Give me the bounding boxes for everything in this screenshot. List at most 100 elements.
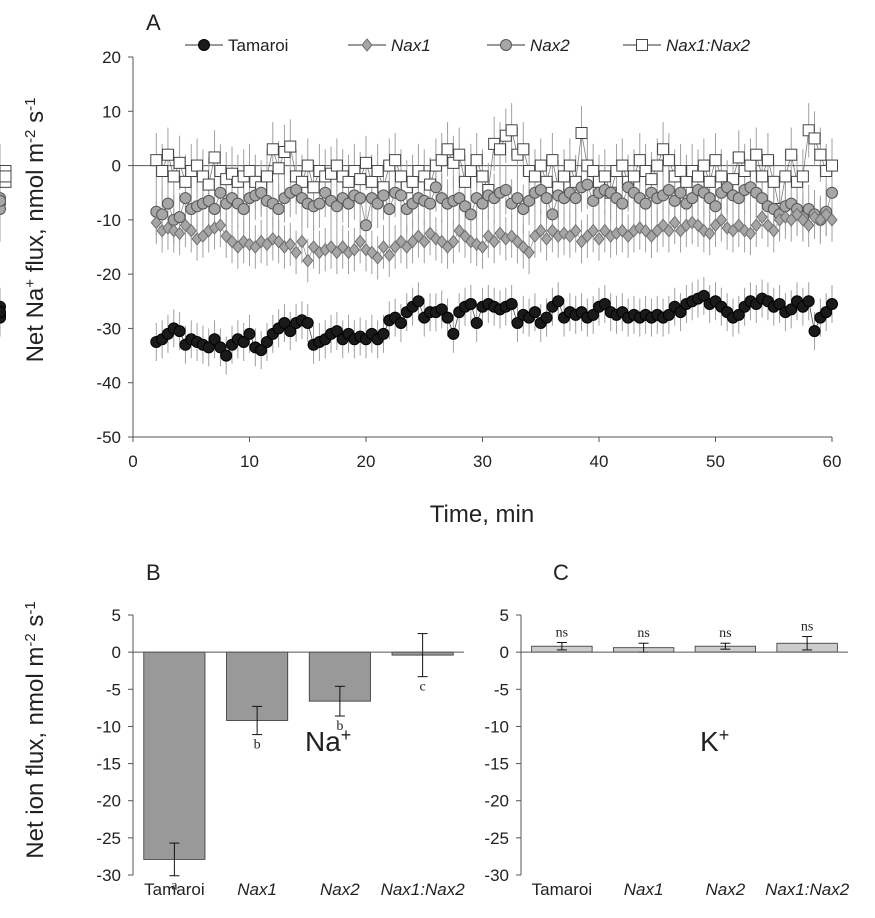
panel-a-y-tick-label: -50 bbox=[96, 428, 121, 447]
panel-b-y-tick-label: -5 bbox=[106, 680, 121, 699]
panel-a-point bbox=[330, 159, 343, 172]
panel-a-point bbox=[284, 325, 297, 338]
panel-a-point bbox=[581, 178, 594, 191]
panel-b-y-axis-title: Net ion flux, nmol m-2 s-1 bbox=[22, 601, 50, 858]
panel-a-point bbox=[587, 165, 600, 177]
panel-b-y-tick-label: 5 bbox=[112, 606, 121, 625]
panel-a-point bbox=[744, 226, 757, 241]
panel-a-point bbox=[348, 242, 361, 257]
panel-a-point bbox=[709, 200, 722, 213]
legend-label: Nax1 bbox=[391, 36, 431, 55]
legend-marker-nax2 bbox=[500, 39, 512, 51]
panel-c-y-tick-label: -15 bbox=[484, 755, 509, 774]
panel-a-point bbox=[185, 223, 197, 238]
legend-label: Tamaroi bbox=[228, 36, 288, 55]
panel-a-point bbox=[616, 159, 629, 172]
panel-a-point bbox=[826, 298, 838, 310]
panel-a-point bbox=[511, 192, 524, 205]
panel-a-point bbox=[476, 197, 489, 210]
panel-a-point bbox=[208, 333, 221, 346]
panel-a-point bbox=[639, 197, 652, 210]
panel-a-point bbox=[785, 148, 798, 161]
panel-a-point bbox=[214, 341, 227, 354]
panel-a-point bbox=[330, 200, 343, 213]
panel-a-point bbox=[715, 170, 728, 183]
panel-a-point bbox=[173, 325, 186, 338]
panel-a-point bbox=[435, 154, 448, 167]
panel-a-point bbox=[179, 192, 192, 205]
panel-a-point bbox=[441, 311, 454, 324]
panel-b-category-label: Tamaroi bbox=[144, 880, 204, 899]
panel-b-y-tick-label: -15 bbox=[96, 755, 121, 774]
panel-a-point bbox=[540, 192, 553, 205]
panel-a-point bbox=[0, 170, 12, 183]
panel-a-point bbox=[0, 194, 6, 207]
panel-a-point bbox=[389, 154, 402, 167]
panel-a-point bbox=[220, 349, 233, 362]
panel-a-y-tick-label: -40 bbox=[96, 374, 121, 393]
panel-a-point bbox=[383, 248, 395, 262]
panel-a-point bbox=[598, 298, 611, 310]
panel-a-point bbox=[528, 306, 541, 319]
panel-a-point bbox=[552, 295, 565, 308]
panel-a-point bbox=[704, 226, 716, 241]
panel-a-point bbox=[330, 325, 343, 338]
panel-a-point bbox=[354, 173, 367, 186]
panel-a-point bbox=[674, 306, 687, 319]
panel-b-y-tick-label: -20 bbox=[96, 792, 121, 811]
panel-a-point bbox=[779, 170, 792, 183]
panel-a-x-tick-label: 30 bbox=[473, 452, 492, 471]
panel-a-legend: Tamaroi Nax1 Nax2 Nax1:Nax2 bbox=[185, 36, 751, 55]
panel-b-category-label: Nax1 bbox=[237, 880, 277, 899]
panel-a-point bbox=[173, 156, 186, 169]
panel-a-letter: A bbox=[146, 10, 161, 35]
panel-a-point bbox=[802, 295, 815, 308]
panel-a-point bbox=[260, 170, 273, 183]
panel-a-point bbox=[616, 197, 629, 210]
panel-a-point bbox=[295, 175, 308, 188]
panel-a-point bbox=[342, 197, 355, 210]
panel-c-significance-label: ns bbox=[719, 626, 731, 641]
panel-a-point bbox=[732, 151, 745, 164]
panel-b-y-tick-label: -25 bbox=[96, 829, 121, 848]
panel-a-point bbox=[680, 175, 693, 188]
panel-a-point bbox=[528, 170, 541, 183]
panel-a-point bbox=[593, 232, 605, 246]
panel-b-category-label: Nax1:Nax2 bbox=[381, 880, 466, 899]
panel-c-y-tick-label: 0 bbox=[500, 643, 509, 662]
panel-a-point bbox=[156, 165, 169, 177]
panel-b-significance-label: a bbox=[171, 879, 178, 894]
panel-a-point bbox=[569, 192, 582, 205]
panel-a-point bbox=[534, 159, 547, 172]
panel-a-point bbox=[429, 181, 442, 194]
panel-a-point bbox=[150, 154, 163, 167]
panel-a-point bbox=[767, 175, 780, 188]
panel-a-point bbox=[546, 154, 559, 167]
panel-a-point bbox=[750, 148, 763, 161]
panel-c-category-label: Nax1 bbox=[624, 880, 664, 899]
panel-a-point bbox=[540, 311, 553, 324]
panel-a-point bbox=[464, 208, 477, 221]
panel-a-point bbox=[587, 194, 600, 207]
panel-c-y-tick-label: -30 bbox=[484, 866, 509, 885]
panel-a-point bbox=[377, 240, 390, 254]
panel-b-y-tick-label: -10 bbox=[96, 717, 121, 736]
panel-a-point bbox=[826, 159, 838, 172]
panel-a-point bbox=[476, 170, 489, 183]
panel-a-y-axis-title: Net Na+ flux, nmol m-2 s-1 bbox=[22, 98, 50, 363]
panel-a-point bbox=[756, 210, 768, 224]
panel-a-point bbox=[447, 327, 460, 340]
panel-a-point bbox=[284, 140, 297, 153]
panel-a-point bbox=[360, 219, 372, 232]
panel-a-point bbox=[668, 194, 681, 207]
panel-a-point bbox=[266, 143, 279, 156]
panel-a-y-tick-label: 20 bbox=[102, 48, 121, 67]
panel-a-point bbox=[459, 175, 472, 188]
panel-a-point bbox=[761, 154, 774, 167]
panel-a-point bbox=[732, 192, 745, 205]
panel-a-point bbox=[535, 223, 547, 238]
legend-marker-nax1-nax2 bbox=[636, 39, 648, 51]
panel-a-x-tick-label: 20 bbox=[357, 452, 376, 471]
panel-a-point bbox=[360, 156, 372, 169]
